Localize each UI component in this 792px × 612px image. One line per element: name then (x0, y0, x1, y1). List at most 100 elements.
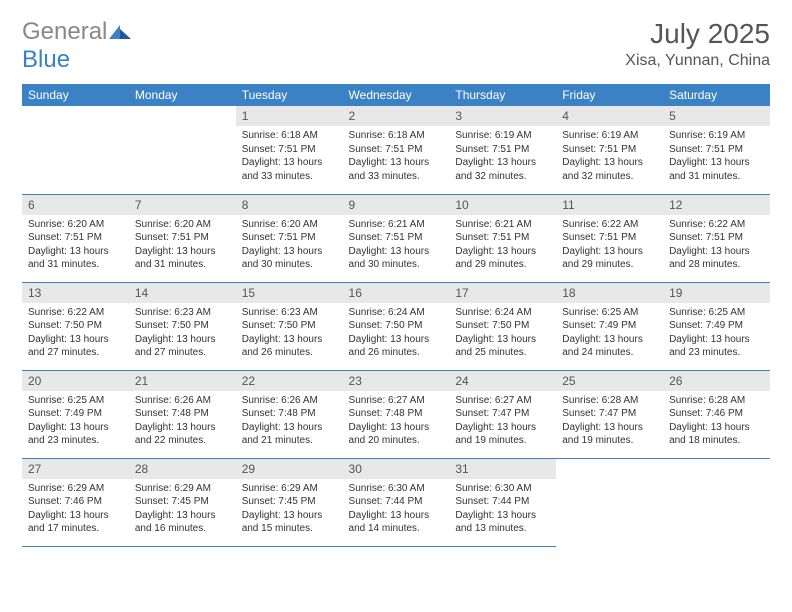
month-title: July 2025 (625, 18, 770, 50)
calendar-row: 6Sunrise: 6:20 AMSunset: 7:51 PMDaylight… (22, 194, 770, 282)
calendar-row: ..1Sunrise: 6:18 AMSunset: 7:51 PMDaylig… (22, 106, 770, 194)
day-detail: Sunrise: 6:29 AMSunset: 7:46 PMDaylight:… (22, 479, 129, 542)
day-number: 11 (556, 195, 663, 215)
day-detail: Sunrise: 6:21 AMSunset: 7:51 PMDaylight:… (343, 215, 450, 278)
day-number: 4 (556, 106, 663, 126)
day-detail: Sunrise: 6:30 AMSunset: 7:44 PMDaylight:… (449, 479, 556, 542)
day-detail: Sunrise: 6:22 AMSunset: 7:51 PMDaylight:… (556, 215, 663, 278)
calendar-cell: 5Sunrise: 6:19 AMSunset: 7:51 PMDaylight… (663, 106, 770, 194)
day-number: 12 (663, 195, 770, 215)
day-detail: Sunrise: 6:24 AMSunset: 7:50 PMDaylight:… (343, 303, 450, 366)
calendar-cell: 8Sunrise: 6:20 AMSunset: 7:51 PMDaylight… (236, 194, 343, 282)
day-detail: Sunrise: 6:18 AMSunset: 7:51 PMDaylight:… (236, 126, 343, 189)
day-number: 28 (129, 459, 236, 479)
day-number: 19 (663, 283, 770, 303)
day-number: 25 (556, 371, 663, 391)
brand-text: GeneralBlue (22, 18, 131, 74)
day-number: 17 (449, 283, 556, 303)
day-detail: Sunrise: 6:27 AMSunset: 7:48 PMDaylight:… (343, 391, 450, 454)
calendar-cell: 6Sunrise: 6:20 AMSunset: 7:51 PMDaylight… (22, 194, 129, 282)
day-number: 26 (663, 371, 770, 391)
calendar-cell: 2Sunrise: 6:18 AMSunset: 7:51 PMDaylight… (343, 106, 450, 194)
calendar-cell: 26Sunrise: 6:28 AMSunset: 7:46 PMDayligh… (663, 370, 770, 458)
day-detail: Sunrise: 6:20 AMSunset: 7:51 PMDaylight:… (22, 215, 129, 278)
day-number: 5 (663, 106, 770, 126)
day-detail: Sunrise: 6:19 AMSunset: 7:51 PMDaylight:… (556, 126, 663, 189)
day-detail: Sunrise: 6:19 AMSunset: 7:51 PMDaylight:… (663, 126, 770, 189)
calendar-cell: 22Sunrise: 6:26 AMSunset: 7:48 PMDayligh… (236, 370, 343, 458)
day-detail: Sunrise: 6:28 AMSunset: 7:46 PMDaylight:… (663, 391, 770, 454)
day-detail: Sunrise: 6:24 AMSunset: 7:50 PMDaylight:… (449, 303, 556, 366)
weekday-header: Wednesday (343, 84, 450, 106)
calendar-cell: . (663, 458, 770, 546)
calendar-cell: 9Sunrise: 6:21 AMSunset: 7:51 PMDaylight… (343, 194, 450, 282)
day-number: 21 (129, 371, 236, 391)
calendar-cell: 31Sunrise: 6:30 AMSunset: 7:44 PMDayligh… (449, 458, 556, 546)
day-number: 3 (449, 106, 556, 126)
weekday-header: Sunday (22, 84, 129, 106)
calendar-cell: 15Sunrise: 6:23 AMSunset: 7:50 PMDayligh… (236, 282, 343, 370)
calendar-cell: . (22, 106, 129, 194)
calendar-cell: 17Sunrise: 6:24 AMSunset: 7:50 PMDayligh… (449, 282, 556, 370)
calendar-cell: 18Sunrise: 6:25 AMSunset: 7:49 PMDayligh… (556, 282, 663, 370)
day-detail: Sunrise: 6:25 AMSunset: 7:49 PMDaylight:… (663, 303, 770, 366)
day-number: 16 (343, 283, 450, 303)
calendar-cell: 29Sunrise: 6:29 AMSunset: 7:45 PMDayligh… (236, 458, 343, 546)
calendar-cell: . (556, 458, 663, 546)
day-detail: Sunrise: 6:20 AMSunset: 7:51 PMDaylight:… (236, 215, 343, 278)
day-number: 20 (22, 371, 129, 391)
day-detail: Sunrise: 6:26 AMSunset: 7:48 PMDaylight:… (236, 391, 343, 454)
brand-part2: Blue (22, 46, 70, 73)
day-detail: Sunrise: 6:23 AMSunset: 7:50 PMDaylight:… (236, 303, 343, 366)
calendar-cell: 3Sunrise: 6:19 AMSunset: 7:51 PMDaylight… (449, 106, 556, 194)
day-detail: Sunrise: 6:19 AMSunset: 7:51 PMDaylight:… (449, 126, 556, 189)
brand-part1: General (22, 18, 107, 45)
day-number: 8 (236, 195, 343, 215)
calendar-row: 13Sunrise: 6:22 AMSunset: 7:50 PMDayligh… (22, 282, 770, 370)
day-detail: Sunrise: 6:30 AMSunset: 7:44 PMDaylight:… (343, 479, 450, 542)
calendar-body: .. 1Sunrise: 6:18 AMSunset: 7:51 PMDaylig… (22, 106, 770, 546)
calendar-cell: 1Sunrise: 6:18 AMSunset: 7:51 PMDaylight… (236, 106, 343, 194)
weekday-header: Monday (129, 84, 236, 106)
day-number: 13 (22, 283, 129, 303)
day-number: 6 (22, 195, 129, 215)
calendar-cell: 10Sunrise: 6:21 AMSunset: 7:51 PMDayligh… (449, 194, 556, 282)
day-detail: Sunrise: 6:29 AMSunset: 7:45 PMDaylight:… (129, 479, 236, 542)
calendar-cell: 25Sunrise: 6:28 AMSunset: 7:47 PMDayligh… (556, 370, 663, 458)
calendar-cell: 14Sunrise: 6:23 AMSunset: 7:50 PMDayligh… (129, 282, 236, 370)
calendar-cell: 23Sunrise: 6:27 AMSunset: 7:48 PMDayligh… (343, 370, 450, 458)
day-detail: Sunrise: 6:26 AMSunset: 7:48 PMDaylight:… (129, 391, 236, 454)
day-number: 10 (449, 195, 556, 215)
day-detail: Sunrise: 6:23 AMSunset: 7:50 PMDaylight:… (129, 303, 236, 366)
day-number: 18 (556, 283, 663, 303)
day-number: 7 (129, 195, 236, 215)
weekday-row: SundayMondayTuesdayWednesdayThursdayFrid… (22, 84, 770, 106)
day-number: 9 (343, 195, 450, 215)
day-number: 14 (129, 283, 236, 303)
day-detail: Sunrise: 6:20 AMSunset: 7:51 PMDaylight:… (129, 215, 236, 278)
calendar-cell: 24Sunrise: 6:27 AMSunset: 7:47 PMDayligh… (449, 370, 556, 458)
calendar-cell: 27Sunrise: 6:29 AMSunset: 7:46 PMDayligh… (22, 458, 129, 546)
day-number: 31 (449, 459, 556, 479)
calendar-cell: 20Sunrise: 6:25 AMSunset: 7:49 PMDayligh… (22, 370, 129, 458)
page-header: GeneralBlue July 2025 Xisa, Yunnan, Chin… (22, 18, 770, 74)
day-detail: Sunrise: 6:28 AMSunset: 7:47 PMDaylight:… (556, 391, 663, 454)
weekday-header: Tuesday (236, 84, 343, 106)
calendar-cell: 12Sunrise: 6:22 AMSunset: 7:51 PMDayligh… (663, 194, 770, 282)
day-number: 23 (343, 371, 450, 391)
calendar-cell: 4Sunrise: 6:19 AMSunset: 7:51 PMDaylight… (556, 106, 663, 194)
calendar-cell: 13Sunrise: 6:22 AMSunset: 7:50 PMDayligh… (22, 282, 129, 370)
day-detail: Sunrise: 6:22 AMSunset: 7:51 PMDaylight:… (663, 215, 770, 278)
day-number: 2 (343, 106, 450, 126)
location-text: Xisa, Yunnan, China (625, 52, 770, 70)
day-number: 15 (236, 283, 343, 303)
calendar-cell: 21Sunrise: 6:26 AMSunset: 7:48 PMDayligh… (129, 370, 236, 458)
calendar-table: SundayMondayTuesdayWednesdayThursdayFrid… (22, 84, 770, 547)
day-number: 1 (236, 106, 343, 126)
day-detail: Sunrise: 6:21 AMSunset: 7:51 PMDaylight:… (449, 215, 556, 278)
calendar-row: 27Sunrise: 6:29 AMSunset: 7:46 PMDayligh… (22, 458, 770, 546)
day-detail: Sunrise: 6:27 AMSunset: 7:47 PMDaylight:… (449, 391, 556, 454)
day-detail: Sunrise: 6:22 AMSunset: 7:50 PMDaylight:… (22, 303, 129, 366)
calendar-cell: 11Sunrise: 6:22 AMSunset: 7:51 PMDayligh… (556, 194, 663, 282)
weekday-header: Saturday (663, 84, 770, 106)
